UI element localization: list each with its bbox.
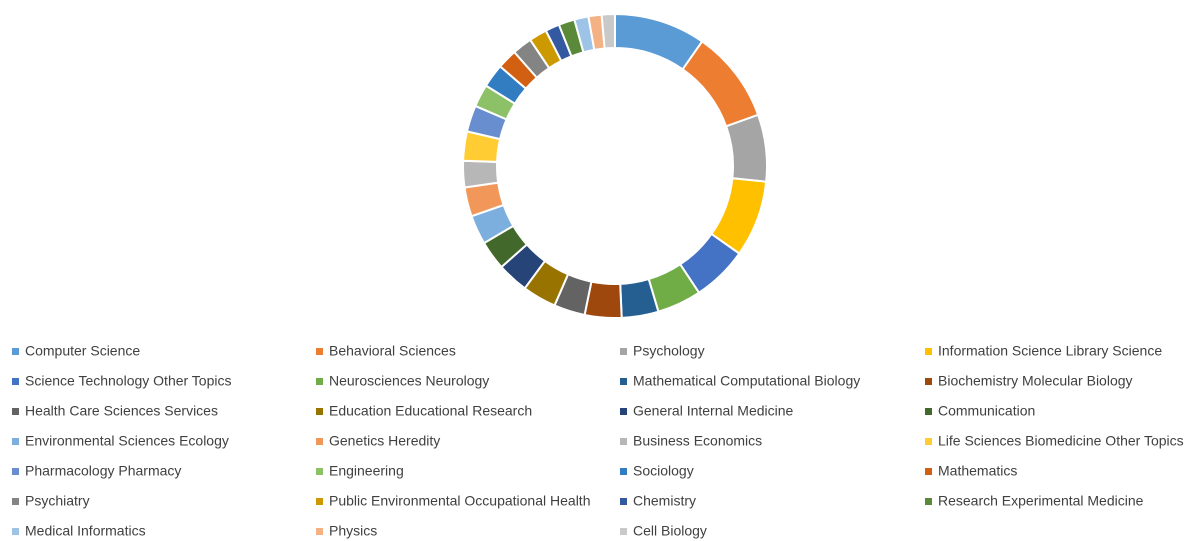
legend-label: Computer Science (25, 343, 140, 359)
legend-label: Psychology (633, 343, 705, 359)
legend-swatch (620, 348, 627, 355)
legend-label: Research Experimental Medicine (938, 493, 1144, 509)
legend-swatch (12, 348, 19, 355)
legend-swatch (925, 468, 932, 475)
legend-swatch (316, 408, 323, 415)
legend-swatch (316, 378, 323, 385)
legend-label: Education Educational Research (329, 403, 532, 419)
legend-swatch (620, 468, 627, 475)
legend-label: Mathematical Computational Biology (633, 373, 860, 389)
donut-segment (462, 159, 500, 189)
legend-label: Psychiatry (25, 493, 90, 509)
legend-label: Pharmacology Pharmacy (25, 463, 181, 479)
legend-swatch (620, 528, 627, 535)
legend-label: Health Care Sciences Services (25, 403, 218, 419)
legend-swatch (12, 378, 19, 385)
legend-label: Information Science Library Science (938, 343, 1162, 359)
legend-swatch (620, 378, 627, 385)
legend-swatch (620, 438, 627, 445)
legend-label: Mathematics (938, 463, 1017, 479)
legend-swatch (925, 378, 932, 385)
legend-label: General Internal Medicine (633, 403, 794, 419)
legend-swatch (620, 498, 627, 505)
legend-label: Engineering (329, 463, 404, 479)
legend-label: Medical Informatics (25, 523, 146, 539)
legend-swatch (620, 408, 627, 415)
legend-label: Biochemistry Molecular Biology (938, 373, 1133, 389)
legend-swatch (316, 348, 323, 355)
legend-swatch (12, 438, 19, 445)
legend-swatch (316, 468, 323, 475)
legend-swatch (12, 408, 19, 415)
legend-label: Public Environmental Occupational Health (329, 493, 590, 509)
donut-segment (724, 113, 768, 183)
legend-label: Cell Biology (633, 523, 707, 539)
legend-swatch (925, 348, 932, 355)
legend-swatch (925, 408, 932, 415)
legend-swatch (316, 498, 323, 505)
legend-swatch (925, 438, 932, 445)
legend-label: Behavioral Sciences (329, 343, 456, 359)
legend-swatch (12, 528, 19, 535)
donut-segment (681, 40, 760, 128)
legend-swatch (925, 498, 932, 505)
legend-swatch (12, 468, 19, 475)
legend-label: Communication (938, 403, 1035, 419)
legend-label: Genetics Heredity (329, 433, 440, 449)
legend-label: Environmental Sciences Ecology (25, 433, 229, 449)
legend-label: Life Sciences Biomedicine Other Topics (938, 433, 1184, 449)
legend-label: Science Technology Other Topics (25, 373, 232, 389)
legend-swatch (316, 528, 323, 535)
legend-label: Chemistry (633, 493, 696, 509)
legend-label: Sociology (633, 463, 694, 479)
legend-swatch (12, 498, 19, 505)
legend-label: Neurosciences Neurology (329, 373, 489, 389)
donut-segment (600, 12, 616, 50)
legend-label: Physics (329, 523, 377, 539)
legend-swatch (316, 438, 323, 445)
legend-label: Business Economics (633, 433, 762, 449)
